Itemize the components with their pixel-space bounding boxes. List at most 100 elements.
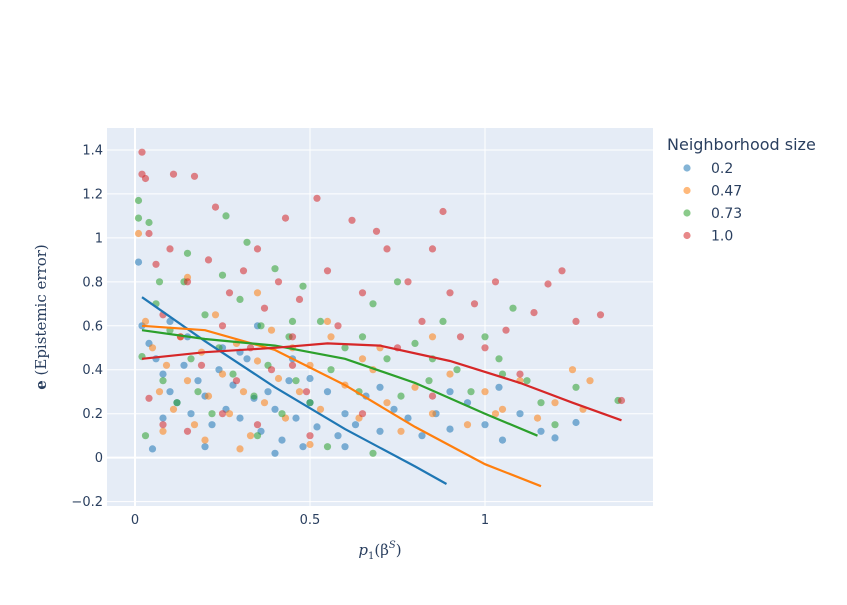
plot-background	[107, 128, 653, 506]
data-point	[597, 311, 604, 318]
data-point	[278, 410, 285, 417]
data-point	[292, 415, 299, 422]
data-point	[425, 377, 432, 384]
data-point	[201, 437, 208, 444]
data-point	[243, 355, 250, 362]
legend-title: Neighborhood size	[667, 135, 816, 154]
data-point	[142, 318, 149, 325]
data-point	[348, 217, 355, 224]
data-point	[572, 318, 579, 325]
x-axis-label-open: (β	[374, 541, 389, 559]
y-tick-label: 1	[95, 231, 103, 246]
data-point	[163, 362, 170, 369]
data-point	[439, 318, 446, 325]
data-point	[457, 333, 464, 340]
data-point	[429, 333, 436, 340]
x-tick-label: 1	[481, 513, 489, 528]
data-point	[184, 377, 191, 384]
data-point	[152, 261, 159, 268]
data-point	[537, 399, 544, 406]
data-point	[324, 443, 331, 450]
data-point	[142, 175, 149, 182]
data-point	[471, 300, 478, 307]
data-point	[289, 318, 296, 325]
data-point	[201, 311, 208, 318]
data-point	[159, 421, 166, 428]
data-point	[324, 267, 331, 274]
data-point	[551, 399, 558, 406]
legend-label: 0.47	[711, 184, 742, 200]
data-point	[299, 443, 306, 450]
data-point	[313, 423, 320, 430]
data-point	[219, 371, 226, 378]
data-point	[499, 437, 506, 444]
data-point	[282, 215, 289, 222]
data-point	[383, 399, 390, 406]
data-point	[145, 219, 152, 226]
data-point	[159, 428, 166, 435]
data-point	[247, 432, 254, 439]
legend-marker	[683, 209, 690, 216]
data-point	[324, 388, 331, 395]
data-point	[205, 393, 212, 400]
data-point	[303, 388, 310, 395]
data-point	[334, 322, 341, 329]
data-point	[194, 377, 201, 384]
data-point	[278, 437, 285, 444]
data-point	[222, 212, 229, 219]
data-point	[537, 428, 544, 435]
data-point	[184, 250, 191, 257]
data-point	[523, 377, 530, 384]
data-point	[327, 366, 334, 373]
data-point	[373, 228, 380, 235]
data-point	[261, 305, 268, 312]
data-point	[296, 388, 303, 395]
data-point	[156, 388, 163, 395]
y-tick-label: 1.4	[82, 143, 103, 158]
data-point	[324, 318, 331, 325]
data-point	[481, 421, 488, 428]
data-point	[208, 410, 215, 417]
data-point	[170, 406, 177, 413]
data-point	[376, 428, 383, 435]
data-point	[306, 375, 313, 382]
data-point	[180, 362, 187, 369]
data-point	[194, 388, 201, 395]
data-point	[359, 410, 366, 417]
data-point	[268, 327, 275, 334]
data-point	[499, 406, 506, 413]
data-point	[226, 410, 233, 417]
data-point	[208, 421, 215, 428]
legend-marker	[683, 187, 690, 194]
data-point	[429, 410, 436, 417]
y-tick-label: 0.4	[82, 363, 103, 378]
data-point	[411, 340, 418, 347]
data-point	[558, 267, 565, 274]
data-point	[352, 421, 359, 428]
data-point	[397, 393, 404, 400]
data-point	[236, 415, 243, 422]
legend-label: 0.73	[711, 206, 742, 222]
data-point	[191, 173, 198, 180]
data-point	[268, 366, 275, 373]
data-point	[299, 283, 306, 290]
data-point	[359, 289, 366, 296]
legend-marker	[683, 232, 690, 239]
data-point	[212, 204, 219, 211]
data-point	[446, 371, 453, 378]
data-point	[159, 371, 166, 378]
data-point	[495, 355, 502, 362]
data-point	[135, 259, 142, 266]
y-tick-label: −0.2	[71, 495, 103, 510]
data-point	[446, 388, 453, 395]
data-point	[156, 278, 163, 285]
data-point	[502, 327, 509, 334]
data-point	[383, 245, 390, 252]
data-point	[271, 450, 278, 457]
data-point	[572, 419, 579, 426]
data-point	[481, 344, 488, 351]
y-tick-label: 0.6	[82, 319, 103, 334]
data-point	[404, 278, 411, 285]
data-point	[481, 333, 488, 340]
